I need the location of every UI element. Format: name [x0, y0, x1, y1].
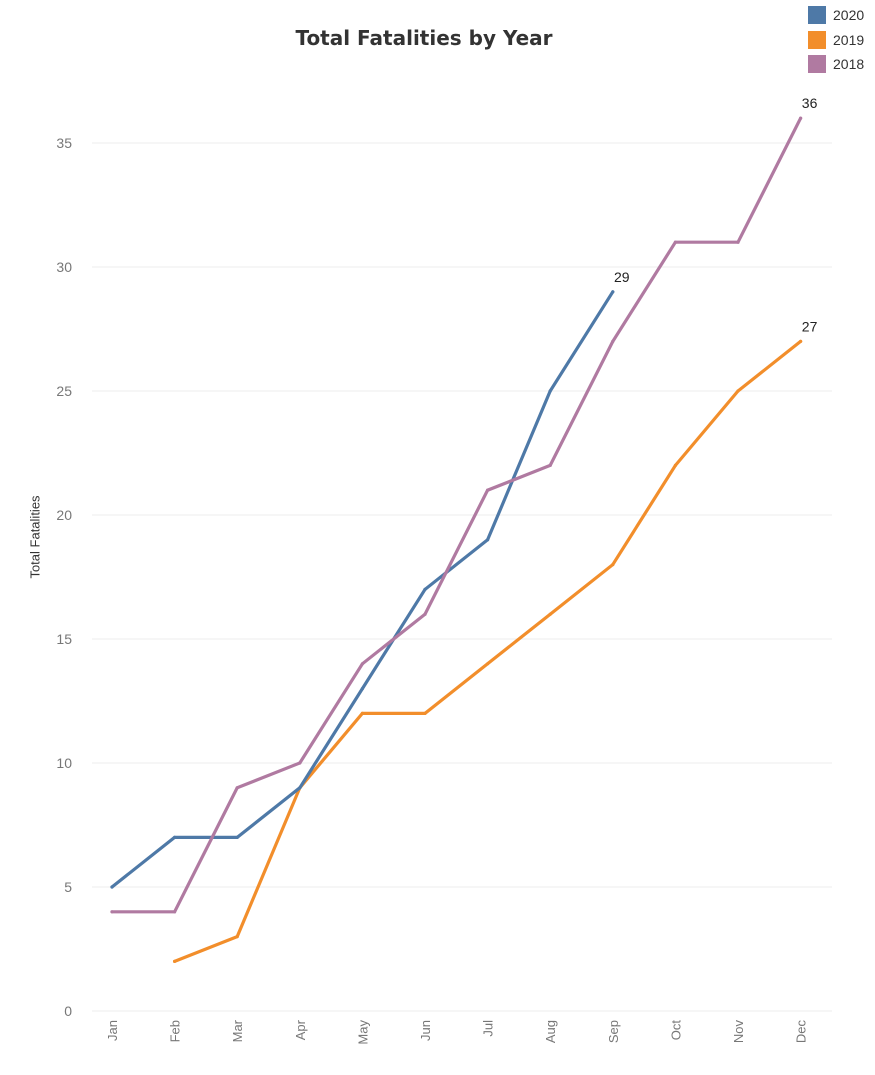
data-point-2018-feb — [173, 910, 177, 914]
series-line-2019 — [173, 339, 803, 964]
end-label-2020: 29 — [614, 269, 630, 285]
data-point-2018-jul — [486, 488, 490, 492]
data-point-2019-jul — [486, 662, 490, 666]
y-tick-label-15: 15 — [56, 631, 72, 647]
y-tick-label-0: 0 — [64, 1003, 72, 1019]
chart-title: Total Fatalities by Year — [295, 26, 553, 50]
data-point-2019-oct — [673, 463, 678, 467]
data-point-2020-feb — [173, 835, 177, 840]
data-point-2018-may — [360, 662, 364, 666]
series-line-2020 — [110, 290, 615, 889]
data-point-2019-nov — [736, 389, 740, 393]
data-point-2020-jul — [486, 538, 490, 542]
legend-label-2020: 2020 — [833, 7, 865, 24]
legend-swatch-2020 — [808, 6, 826, 25]
data-point-2019-mar — [235, 935, 239, 939]
legend-item-2018[interactable]: 2018 — [808, 52, 864, 77]
data-point-2019-may — [360, 711, 364, 716]
data-point-2018-oct — [673, 240, 678, 244]
legend-swatch-2018 — [808, 55, 826, 74]
x-tick-label-jan: Jan — [105, 1020, 120, 1041]
data-point-2020-may — [360, 687, 364, 691]
data-point-2018-mar — [235, 786, 239, 790]
data-point-2018-sep — [611, 339, 615, 343]
x-tick-label-sep: Sep — [606, 1020, 621, 1043]
x-tick-label-feb: Feb — [168, 1020, 183, 1042]
end-label-2019: 27 — [802, 318, 818, 334]
y-tick-label-35: 35 — [56, 135, 72, 151]
y-tick-label-30: 30 — [56, 259, 72, 275]
x-tick-label-dec: Dec — [794, 1020, 809, 1044]
end-label-2018: 36 — [802, 95, 818, 111]
data-point-2020-mar — [235, 835, 239, 840]
data-point-2020-jun — [423, 587, 427, 592]
legend: 2020 2019 2018 — [808, 3, 864, 77]
legend-item-2019[interactable]: 2019 — [808, 28, 864, 53]
y-tick-label-20: 20 — [56, 507, 72, 523]
x-tick-label-apr: Apr — [293, 1019, 308, 1040]
data-point-2019-feb — [173, 959, 177, 964]
y-tick-label-5: 5 — [64, 879, 72, 895]
x-tick-label-nov: Nov — [731, 1020, 746, 1044]
data-point-2018-nov — [736, 240, 740, 244]
x-tick-label-mar: Mar — [230, 1019, 245, 1042]
y-tick-label-25: 25 — [56, 383, 72, 399]
x-tick-label-oct: Oct — [668, 1020, 683, 1041]
data-point-2019-jun — [423, 711, 427, 716]
data-point-2019-dec — [799, 339, 803, 343]
legend-swatch-2019 — [808, 30, 826, 49]
x-tick-label-aug: Aug — [543, 1020, 558, 1043]
data-point-2018-dec — [799, 116, 803, 120]
y-tick-label-10: 10 — [56, 755, 72, 771]
data-point-2018-apr — [298, 761, 302, 765]
data-point-2018-jun — [423, 612, 427, 616]
data-point-2020-jan — [110, 885, 114, 889]
data-point-2018-aug — [548, 463, 552, 467]
data-point-2018-jan — [110, 910, 114, 914]
x-tick-label-may: May — [355, 1020, 370, 1045]
legend-label-2019: 2019 — [833, 31, 865, 48]
series-line-2018 — [110, 116, 803, 914]
data-point-2019-aug — [548, 612, 552, 616]
data-point-2019-sep — [611, 563, 615, 567]
data-point-2020-aug — [548, 389, 552, 393]
data-point-2020-apr — [298, 786, 302, 790]
x-tick-label-jul: Jul — [481, 1020, 496, 1037]
legend-label-2018: 2018 — [833, 56, 865, 73]
x-tick-label-jun: Jun — [418, 1020, 433, 1041]
data-point-2020-sep — [611, 290, 615, 294]
legend-item-2020[interactable]: 2020 — [808, 3, 864, 28]
